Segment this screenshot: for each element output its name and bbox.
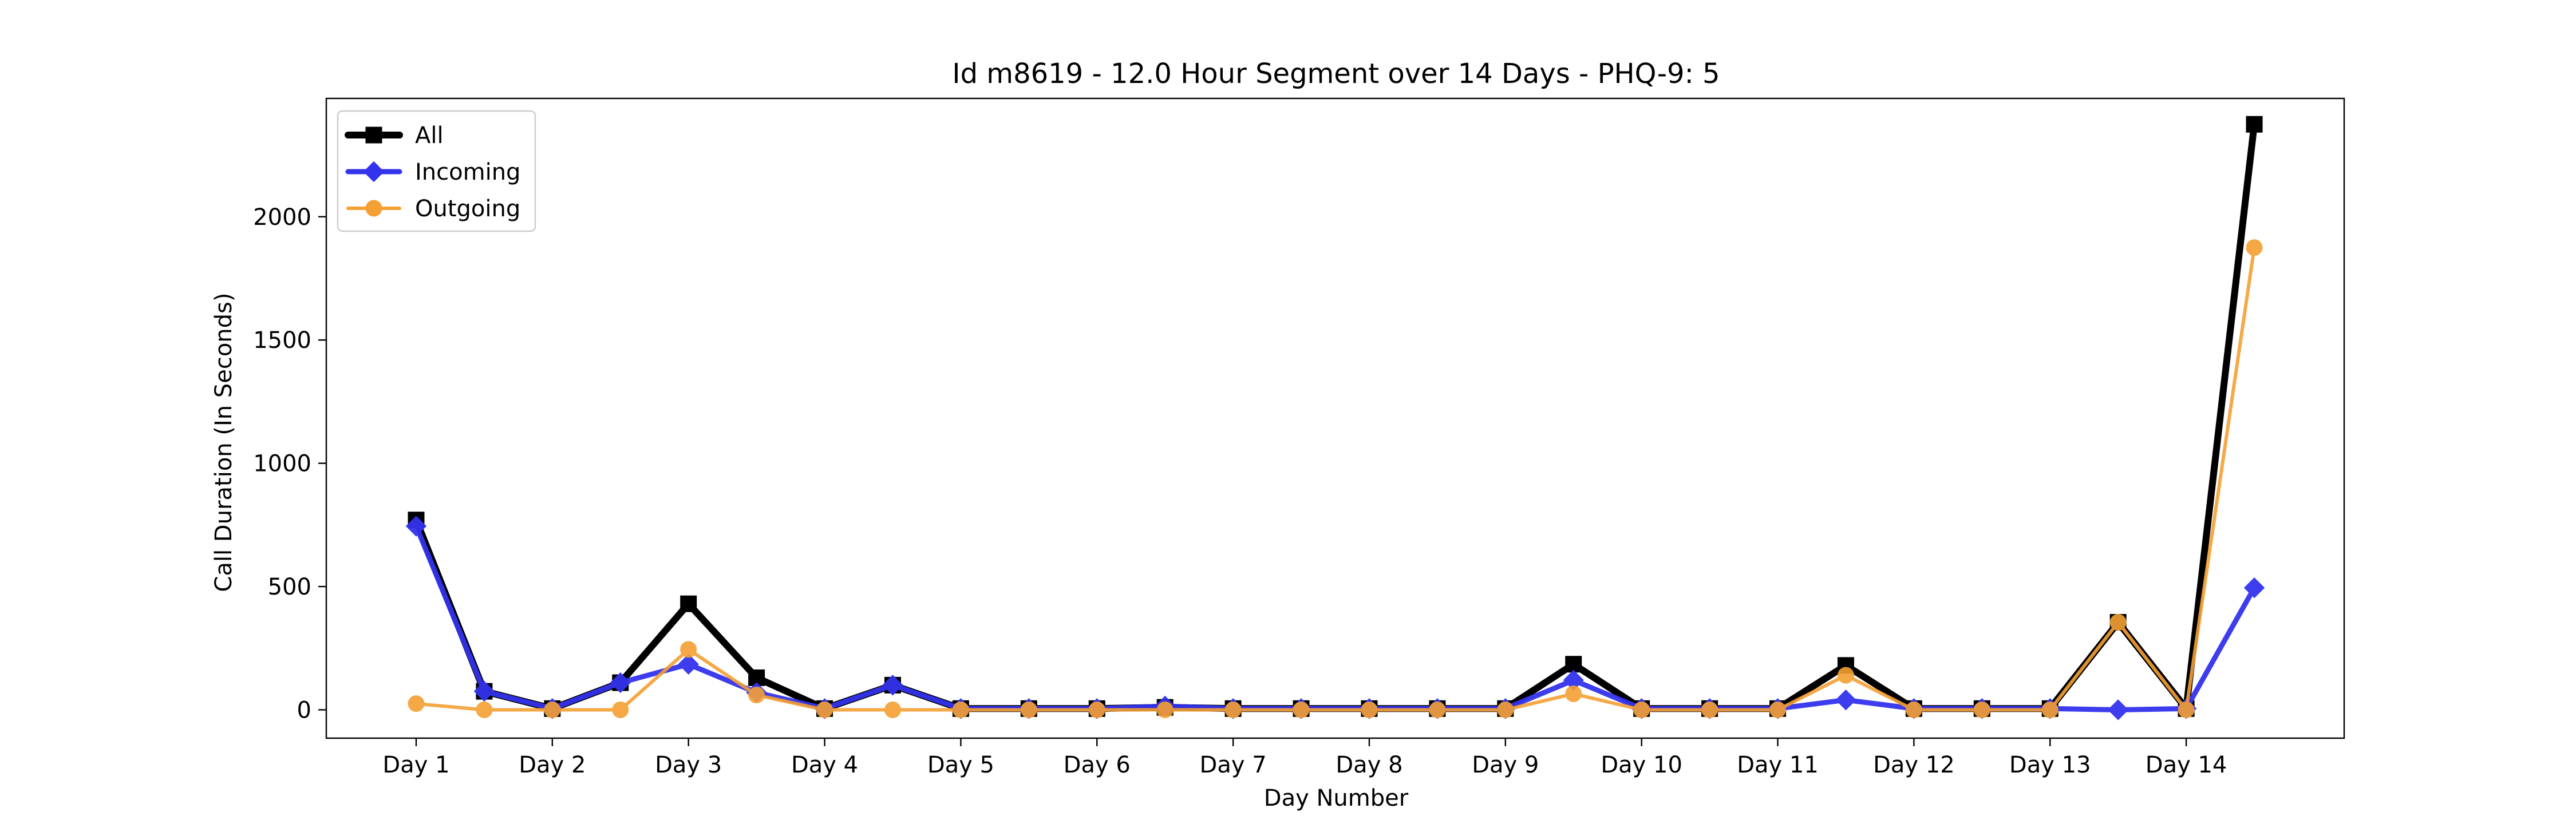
data-point-outgoing (1224, 701, 1242, 718)
x-axis-ticks: Day 1 Day 2 Day 3 Day 4 Day 5 Day 6 Day 7 Day 8… (382, 738, 2227, 778)
data-point-outgoing (2178, 701, 2195, 718)
data-point-outgoing (1973, 701, 1990, 718)
y-axis-ticks: 0 500 1000 1500 2000 (253, 204, 326, 723)
data-point-incoming (473, 680, 495, 702)
data-point-incoming (1835, 690, 1856, 711)
data-point-outgoing (1769, 701, 1787, 718)
x-tick-label: Day 4 (791, 752, 858, 778)
x-tick-label: Day 14 (2146, 752, 2227, 778)
data-point-outgoing (1088, 701, 1105, 718)
chart-title: Id m8619 - 12.0 Hour Segment over 14 Day… (952, 58, 1720, 90)
data-point-outgoing (544, 701, 561, 718)
data-point-outgoing (1497, 701, 1514, 718)
data-point-outgoing (680, 641, 697, 658)
data-point-outgoing (408, 695, 425, 712)
data-point-outgoing (1156, 701, 1174, 718)
legend-label-all: All (415, 122, 444, 149)
x-tick-label: Day 8 (1336, 752, 1402, 778)
data-point-incoming (2107, 699, 2129, 720)
legend-marker-outgoing (365, 200, 382, 217)
legend-marker-all (365, 126, 382, 144)
data-point-outgoing (884, 701, 901, 718)
series-outgoing (408, 239, 2263, 718)
data-point-outgoing (1905, 701, 1922, 718)
x-tick-label: Day 2 (519, 752, 586, 778)
y-tick-label: 2000 (253, 204, 311, 231)
y-tick-label: 1000 (253, 451, 311, 477)
x-tick-label: Day 5 (927, 752, 994, 778)
data-point-outgoing (1020, 701, 1037, 718)
series-layer (405, 116, 2265, 720)
x-tick-label: Day 13 (2009, 752, 2091, 778)
x-axis-label: Day Number (1264, 785, 1409, 811)
data-point-incoming (882, 675, 903, 696)
plot-frame (325, 97, 2345, 739)
data-point-incoming (405, 516, 427, 537)
legend-label-incoming: Incoming (415, 159, 520, 185)
x-tick-label: Day 7 (1200, 752, 1267, 778)
y-tick-label: 500 (268, 574, 311, 600)
x-tick-label: Day 6 (1064, 752, 1131, 778)
series-line-outgoing (414, 245, 2256, 712)
data-point-outgoing (1361, 701, 1378, 718)
data-point-outgoing (816, 701, 833, 718)
x-tick-label: Day 10 (1601, 752, 1682, 778)
data-point-incoming (678, 653, 699, 675)
data-point-outgoing (476, 701, 493, 718)
data-point-incoming (2243, 577, 2265, 599)
data-point-outgoing (952, 701, 969, 718)
data-point-outgoing (2041, 701, 2059, 718)
x-tick-label: Day 3 (655, 752, 722, 778)
plot-area (325, 97, 2345, 739)
x-tick-label: Day 1 (382, 752, 449, 778)
legend-box (337, 110, 536, 232)
data-point-all (2246, 116, 2263, 133)
data-point-incoming (610, 672, 631, 694)
x-tick-label: Day 9 (1472, 752, 1539, 778)
data-point-outgoing (1701, 701, 1718, 718)
y-axis-label: Call Duration (In Seconds) (211, 293, 237, 592)
y-tick-label: 0 (297, 697, 311, 723)
legend: All Incoming Outgoing (337, 110, 536, 232)
data-point-outgoing (1633, 701, 1650, 718)
legend-label-outgoing: Outgoing (415, 196, 520, 222)
x-tick-label: Day 11 (1737, 752, 1819, 778)
data-point-outgoing (2246, 239, 2263, 256)
data-point-outgoing (2109, 614, 2127, 631)
data-point-outgoing (612, 701, 629, 718)
data-point-outgoing (1837, 667, 1854, 684)
y-tick-label: 1500 (253, 327, 311, 354)
legend-marker-incoming (363, 161, 385, 183)
x-tick-label: Day 12 (1873, 752, 1955, 778)
data-point-outgoing (748, 687, 765, 704)
data-point-outgoing (1565, 685, 1582, 702)
data-point-outgoing (1429, 701, 1446, 718)
data-point-outgoing (1293, 701, 1310, 718)
data-point-all (680, 595, 697, 612)
data-point-all (1565, 656, 1582, 673)
